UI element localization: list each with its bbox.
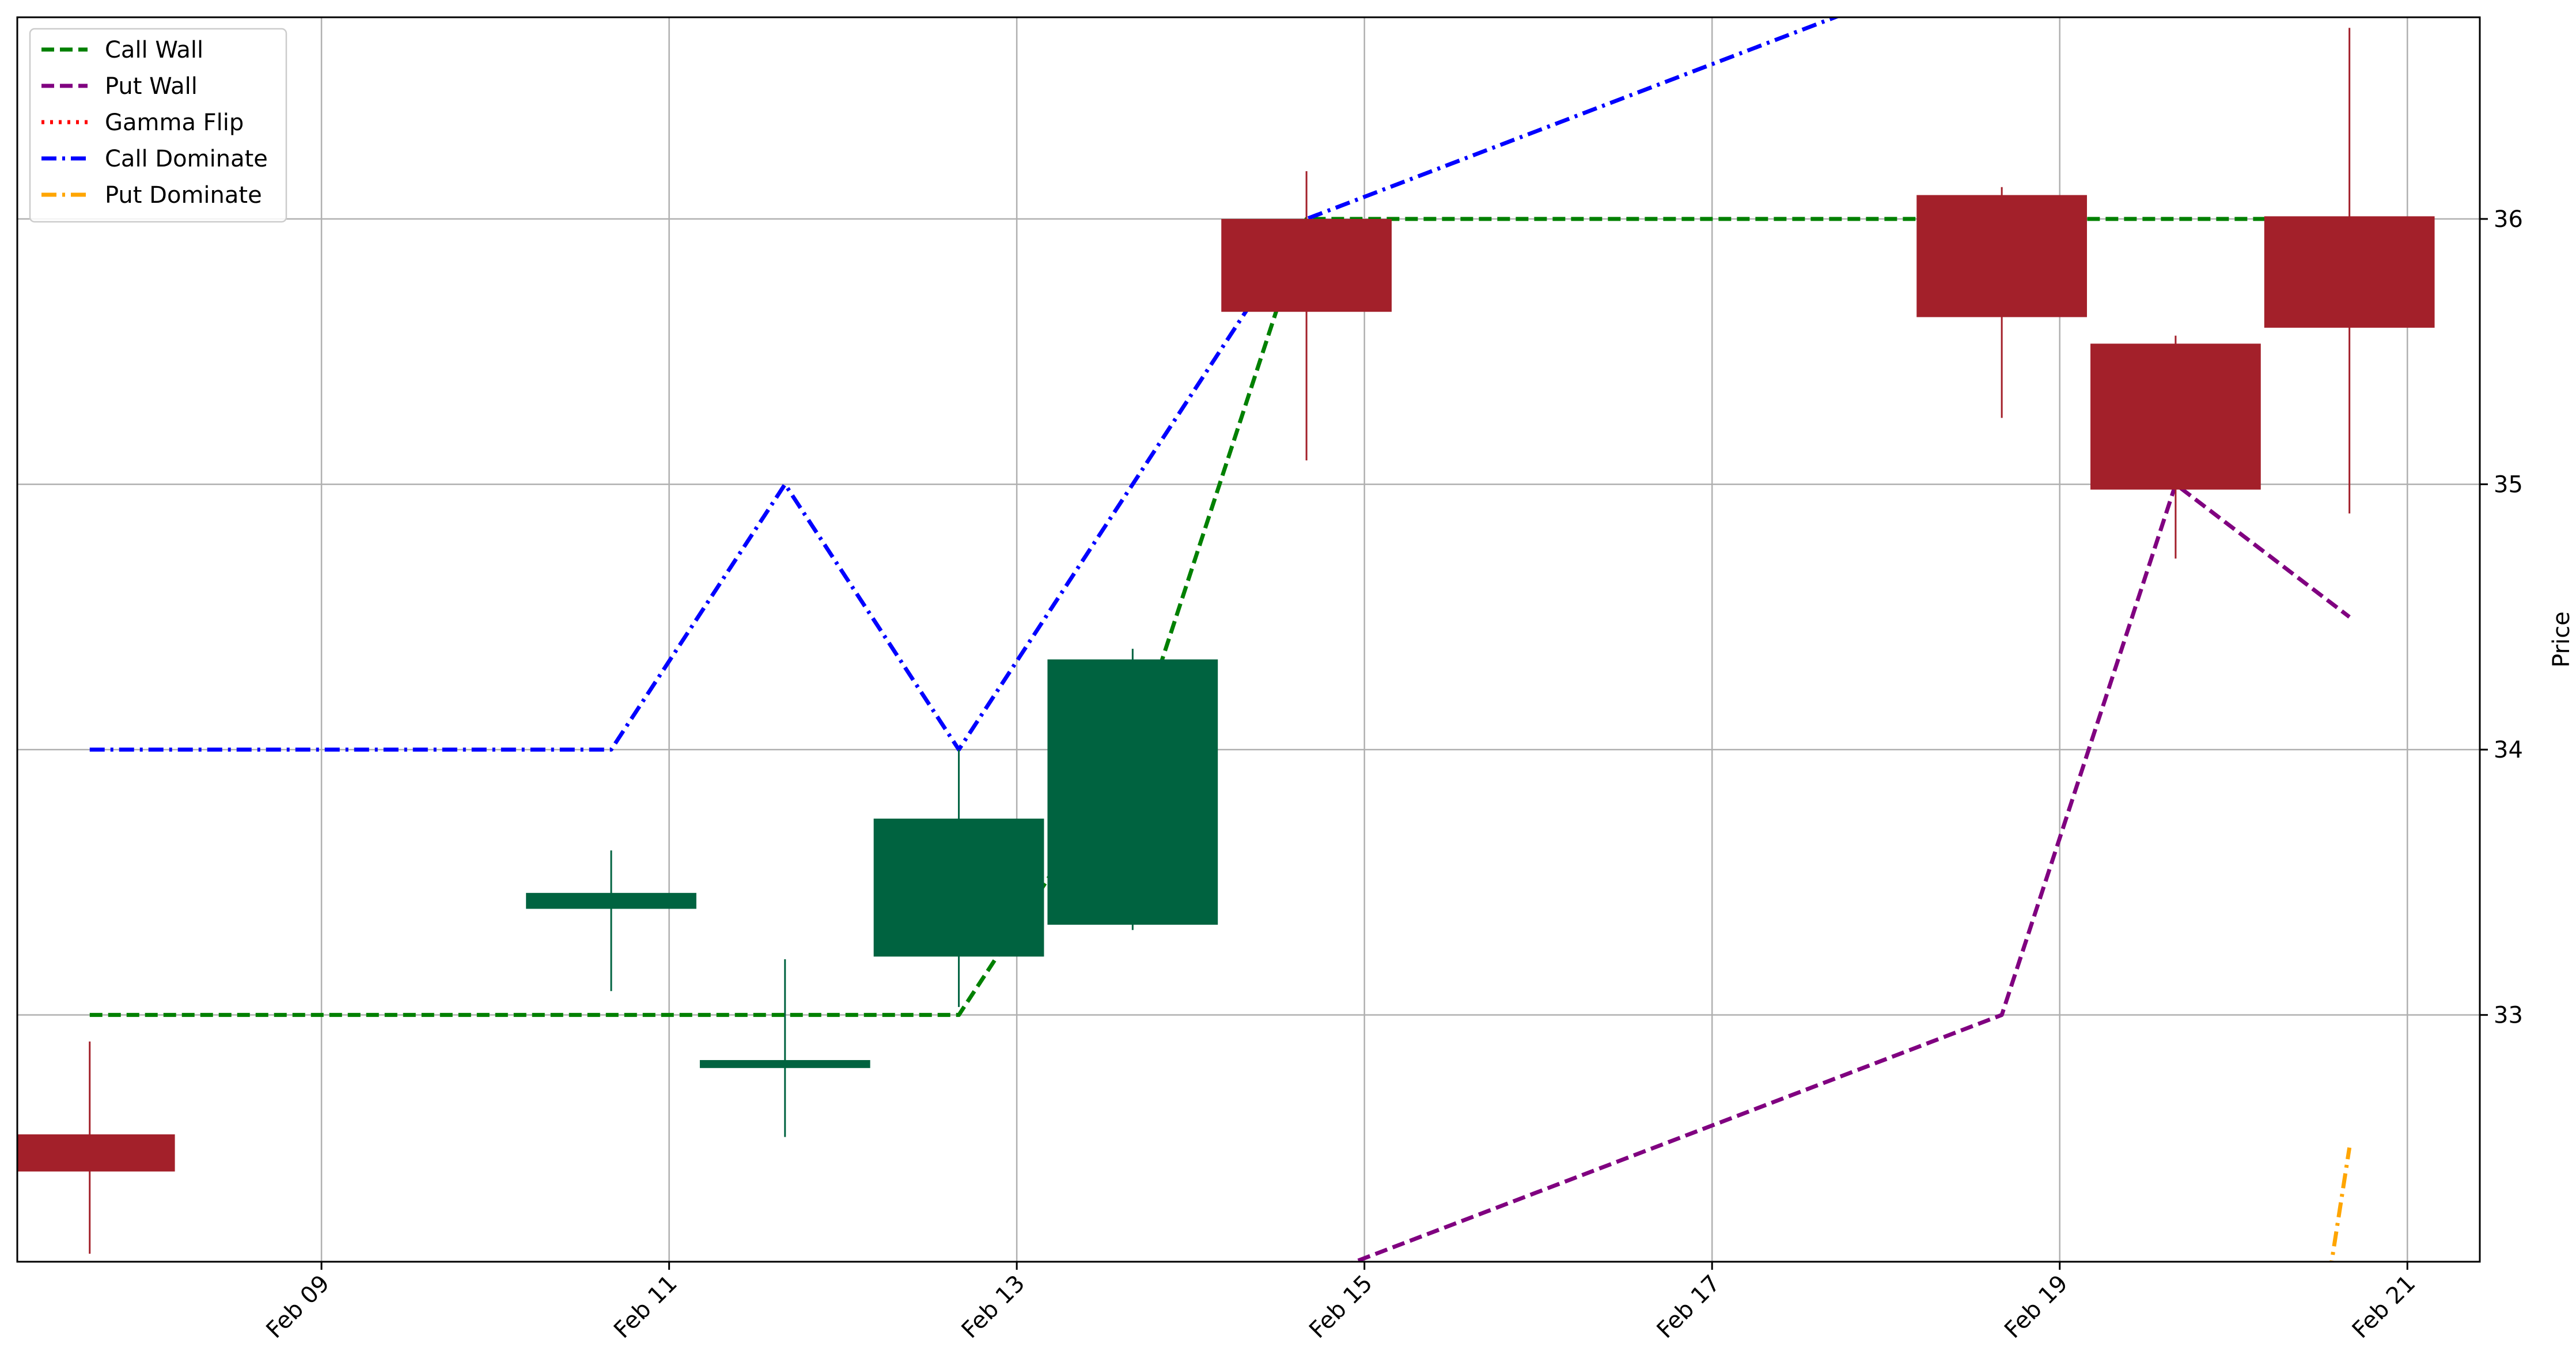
candle	[17, 1041, 175, 1254]
y-tick-label: 33	[2494, 1002, 2523, 1029]
grid-lines	[17, 17, 2480, 1262]
candle	[699, 959, 870, 1137]
candle-body	[1221, 219, 1392, 312]
y-tick-label: 34	[2494, 737, 2523, 763]
y-axis-label: Price	[2548, 611, 2575, 668]
legend-frame	[29, 28, 287, 223]
candle-body	[699, 1059, 870, 1068]
y-tick-label: 35	[2494, 472, 2523, 498]
candle-body	[526, 892, 696, 909]
candle-body	[2090, 343, 2261, 490]
x-tick-label: Feb 17	[1652, 1270, 1726, 1344]
candle	[2264, 28, 2435, 514]
plot-frame	[16, 16, 2481, 1263]
candle-body	[2264, 216, 2435, 328]
legend-label: Put Wall	[105, 73, 198, 100]
candle-body	[873, 818, 1044, 957]
x-tick-label: Feb 09	[262, 1270, 335, 1344]
legend-item: Put Dominate	[41, 182, 262, 209]
legend: Call Wall Put Wall Gamma Flip Call Dominate…	[29, 28, 287, 223]
series-line-put-dominate	[2329, 1147, 2352, 1262]
candle-body	[17, 1134, 175, 1172]
x-tick-label: Feb 13	[957, 1270, 1031, 1344]
candle	[1221, 171, 1392, 461]
candles	[17, 28, 2435, 1254]
x-tick-label: Feb 19	[1999, 1270, 2073, 1344]
x-tick-label: Feb 15	[1304, 1270, 1378, 1344]
legend-item: Put Wall	[41, 73, 198, 100]
series-line-call-wall	[89, 217, 2350, 1017]
y-axis: 33 34 35 36	[2480, 206, 2523, 1029]
y-tick-label: 36	[2494, 206, 2523, 233]
legend-label: Call Wall	[105, 37, 203, 63]
candle	[2090, 335, 2261, 559]
legend-label: Gamma Flip	[105, 109, 244, 136]
x-tick-label: Feb 21	[2347, 1270, 2421, 1344]
candle-body	[1916, 195, 2088, 317]
legend-label: Call Dominate	[105, 146, 268, 172]
candle	[526, 850, 696, 992]
candle	[873, 750, 1044, 1007]
x-axis: Feb 09 Feb 11 Feb 13 Feb 15 Feb 17 Feb 19 Feb …	[262, 1262, 2421, 1344]
legend-label: Put Dominate	[105, 182, 262, 209]
series-line-put-wall	[1349, 482, 2351, 1262]
legend-item: Call Dominate	[41, 146, 268, 172]
x-tick-label: Feb 11	[609, 1270, 683, 1344]
series-line-call-dominate	[89, 17, 1841, 752]
legend-item: Gamma Flip	[41, 109, 244, 136]
candle	[1047, 649, 1218, 930]
candle	[1916, 187, 2088, 418]
legend-item: Call Wall	[41, 37, 203, 63]
candle-body	[1047, 659, 1218, 925]
